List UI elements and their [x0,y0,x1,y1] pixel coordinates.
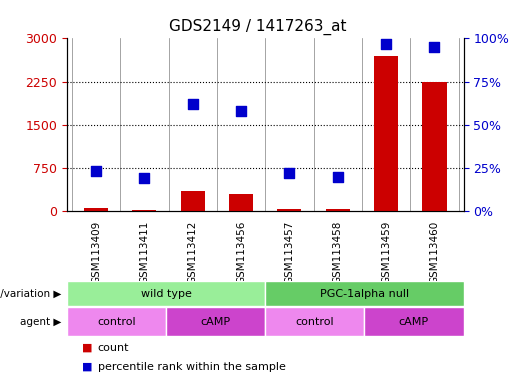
Bar [374,56,398,211]
Text: count: count [98,343,129,353]
Text: genotype/variation ▶: genotype/variation ▶ [0,288,62,299]
Text: control: control [296,316,334,327]
Text: cAMP: cAMP [201,316,231,327]
Text: GDS2149 / 1417263_at: GDS2149 / 1417263_at [169,19,346,35]
Point [334,174,342,180]
Text: ■: ■ [82,362,93,372]
Point [237,108,245,114]
FancyBboxPatch shape [265,281,464,306]
Point [92,168,100,174]
Point [188,101,197,107]
FancyBboxPatch shape [365,307,464,336]
Point [285,170,294,176]
FancyBboxPatch shape [265,307,365,336]
Point [431,44,439,50]
Point [382,41,390,47]
FancyBboxPatch shape [166,307,265,336]
Text: wild type: wild type [141,288,192,299]
Text: control: control [97,316,136,327]
Text: cAMP: cAMP [399,316,429,327]
Text: PGC-1alpha null: PGC-1alpha null [320,288,409,299]
Bar [422,82,447,211]
FancyBboxPatch shape [67,307,166,336]
Bar [277,210,301,211]
Point [140,175,148,182]
Bar [229,194,253,211]
Text: percentile rank within the sample: percentile rank within the sample [98,362,286,372]
FancyBboxPatch shape [67,281,265,306]
Bar [84,208,108,211]
Bar [181,191,205,211]
Text: ■: ■ [82,343,93,353]
Bar [325,210,350,211]
Bar [132,210,157,211]
Text: agent ▶: agent ▶ [21,316,62,327]
